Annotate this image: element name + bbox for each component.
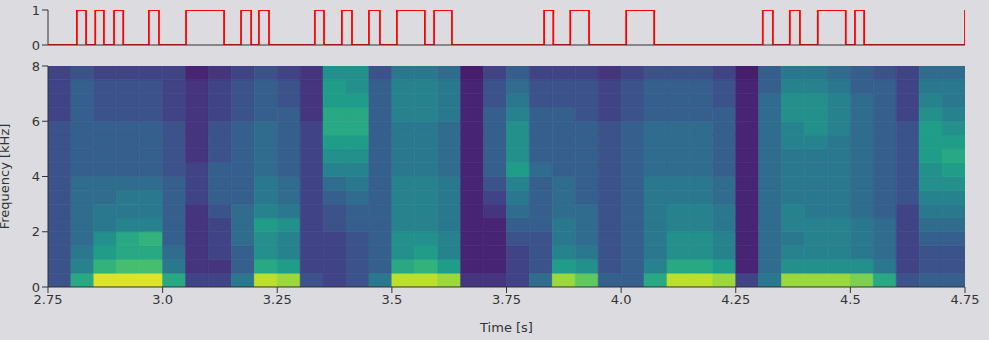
svg-text:4.75: 4.75 [951, 292, 980, 307]
svg-text:3.75: 3.75 [492, 292, 521, 307]
svg-text:3.0: 3.0 [152, 292, 173, 307]
svg-text:1: 1 [32, 3, 40, 18]
svg-text:0: 0 [32, 38, 40, 53]
svg-text:0: 0 [32, 280, 40, 295]
svg-text:Frequency [kHz]: Frequency [kHz] [8, 124, 12, 230]
svg-text:3.25: 3.25 [263, 292, 292, 307]
svg-text:2.75: 2.75 [33, 292, 63, 308]
svg-text:8: 8 [32, 59, 40, 74]
svg-text:3.5: 3.5 [382, 292, 403, 307]
svg-text:Time [s]: Time [s] [479, 320, 533, 335]
svg-text:6: 6 [32, 114, 40, 129]
svg-text:2: 2 [32, 224, 40, 239]
svg-text:4.25: 4.25 [721, 292, 750, 307]
svg-text:4: 4 [32, 169, 40, 184]
svg-text:4.5: 4.5 [840, 292, 861, 307]
svg-text:4.0: 4.0 [611, 292, 632, 307]
